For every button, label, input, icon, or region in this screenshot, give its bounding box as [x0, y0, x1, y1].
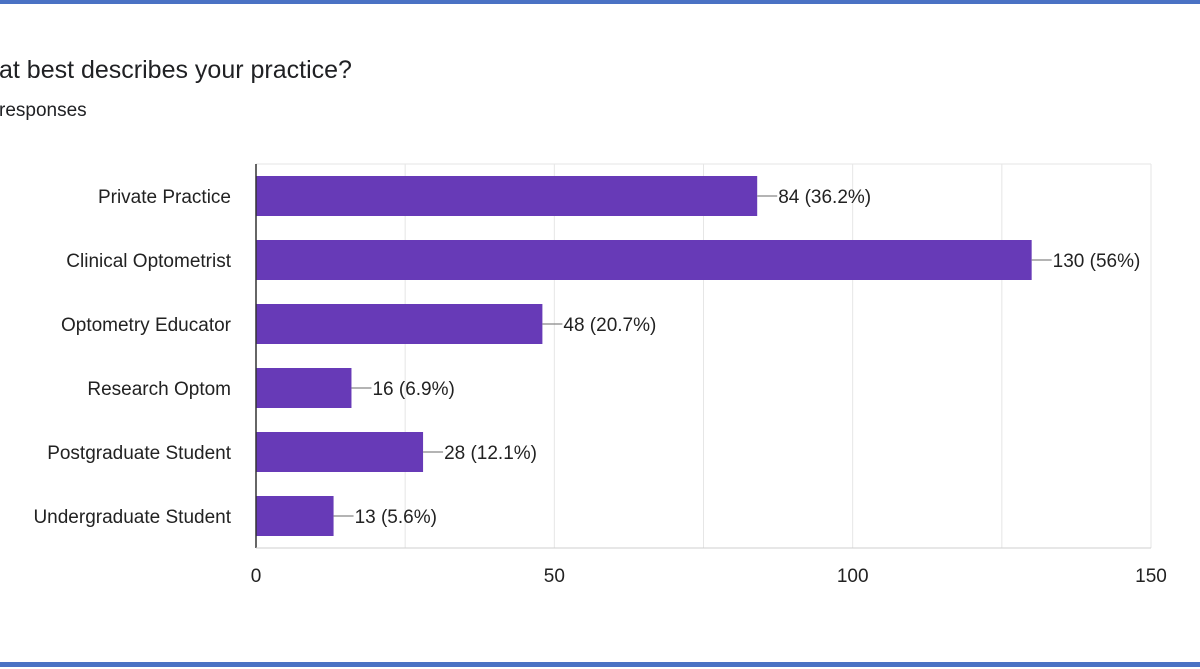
- axes: [255, 164, 1151, 549]
- chart-title: at best describes your practice?: [0, 56, 352, 84]
- data-label: 16 (6.9%): [372, 379, 454, 400]
- x-tick-label: 100: [837, 566, 869, 587]
- data-label: 13 (5.6%): [355, 507, 437, 528]
- x-tick-label: 150: [1135, 566, 1167, 587]
- category-label: Postgraduate Student: [47, 443, 232, 464]
- responses-count: responses: [0, 100, 87, 121]
- bar: [256, 240, 1032, 280]
- gridlines: [256, 163, 1152, 548]
- bar: [256, 432, 424, 472]
- bar: [256, 304, 543, 344]
- data-label: 48 (20.7%): [563, 315, 656, 336]
- data-label: 28 (12.1%): [444, 443, 537, 464]
- bar: [256, 368, 352, 408]
- bar: [256, 496, 334, 536]
- category-label: Private Practice: [98, 187, 231, 208]
- bar: [256, 176, 758, 216]
- frame-top-border: [0, 0, 1200, 4]
- category-label: Clinical Optometrist: [66, 251, 231, 272]
- bars: [256, 176, 1052, 536]
- x-tick-label: 0: [251, 566, 262, 587]
- category-label: Research Optom: [87, 379, 231, 400]
- data-label: 130 (56%): [1053, 251, 1141, 272]
- category-label: Undergraduate Student: [33, 507, 231, 528]
- frame-bottom-border: [0, 662, 1200, 667]
- x-tick-label: 50: [544, 566, 565, 587]
- labels: 84 (36.2%) Private Practice 130 (56%) Clini…: [33, 187, 1166, 587]
- category-label: Optometry Educator: [61, 315, 232, 336]
- data-label: 84 (36.2%): [778, 187, 871, 208]
